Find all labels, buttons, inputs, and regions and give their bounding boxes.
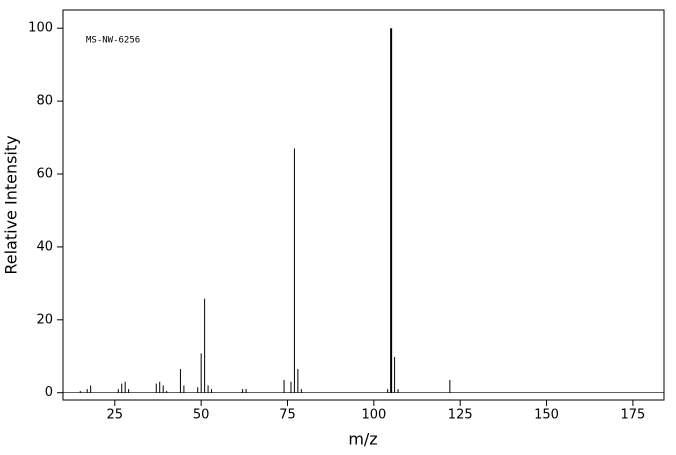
x-tick-label: 150 bbox=[534, 408, 559, 423]
y-tick-label: 40 bbox=[36, 239, 53, 254]
y-tick-label: 20 bbox=[36, 312, 53, 327]
y-axis-label: Relative Intensity bbox=[2, 135, 21, 274]
y-tick-label: 80 bbox=[36, 94, 53, 109]
y-tick-label: 0 bbox=[45, 385, 53, 400]
plot-frame bbox=[62, 9, 665, 401]
x-tick-label: 125 bbox=[448, 408, 473, 423]
y-tick-label: 60 bbox=[36, 167, 53, 182]
x-tick-label: 50 bbox=[193, 408, 210, 423]
x-tick-label: 25 bbox=[107, 408, 124, 423]
x-tick-label: 100 bbox=[361, 408, 386, 423]
x-axis-label: m/z bbox=[348, 430, 377, 449]
x-tick-label: 175 bbox=[620, 408, 645, 423]
y-tick-label: 100 bbox=[28, 21, 53, 36]
x-tick-label: 75 bbox=[279, 408, 296, 423]
annotation: MS-NW-6256 bbox=[86, 36, 140, 46]
